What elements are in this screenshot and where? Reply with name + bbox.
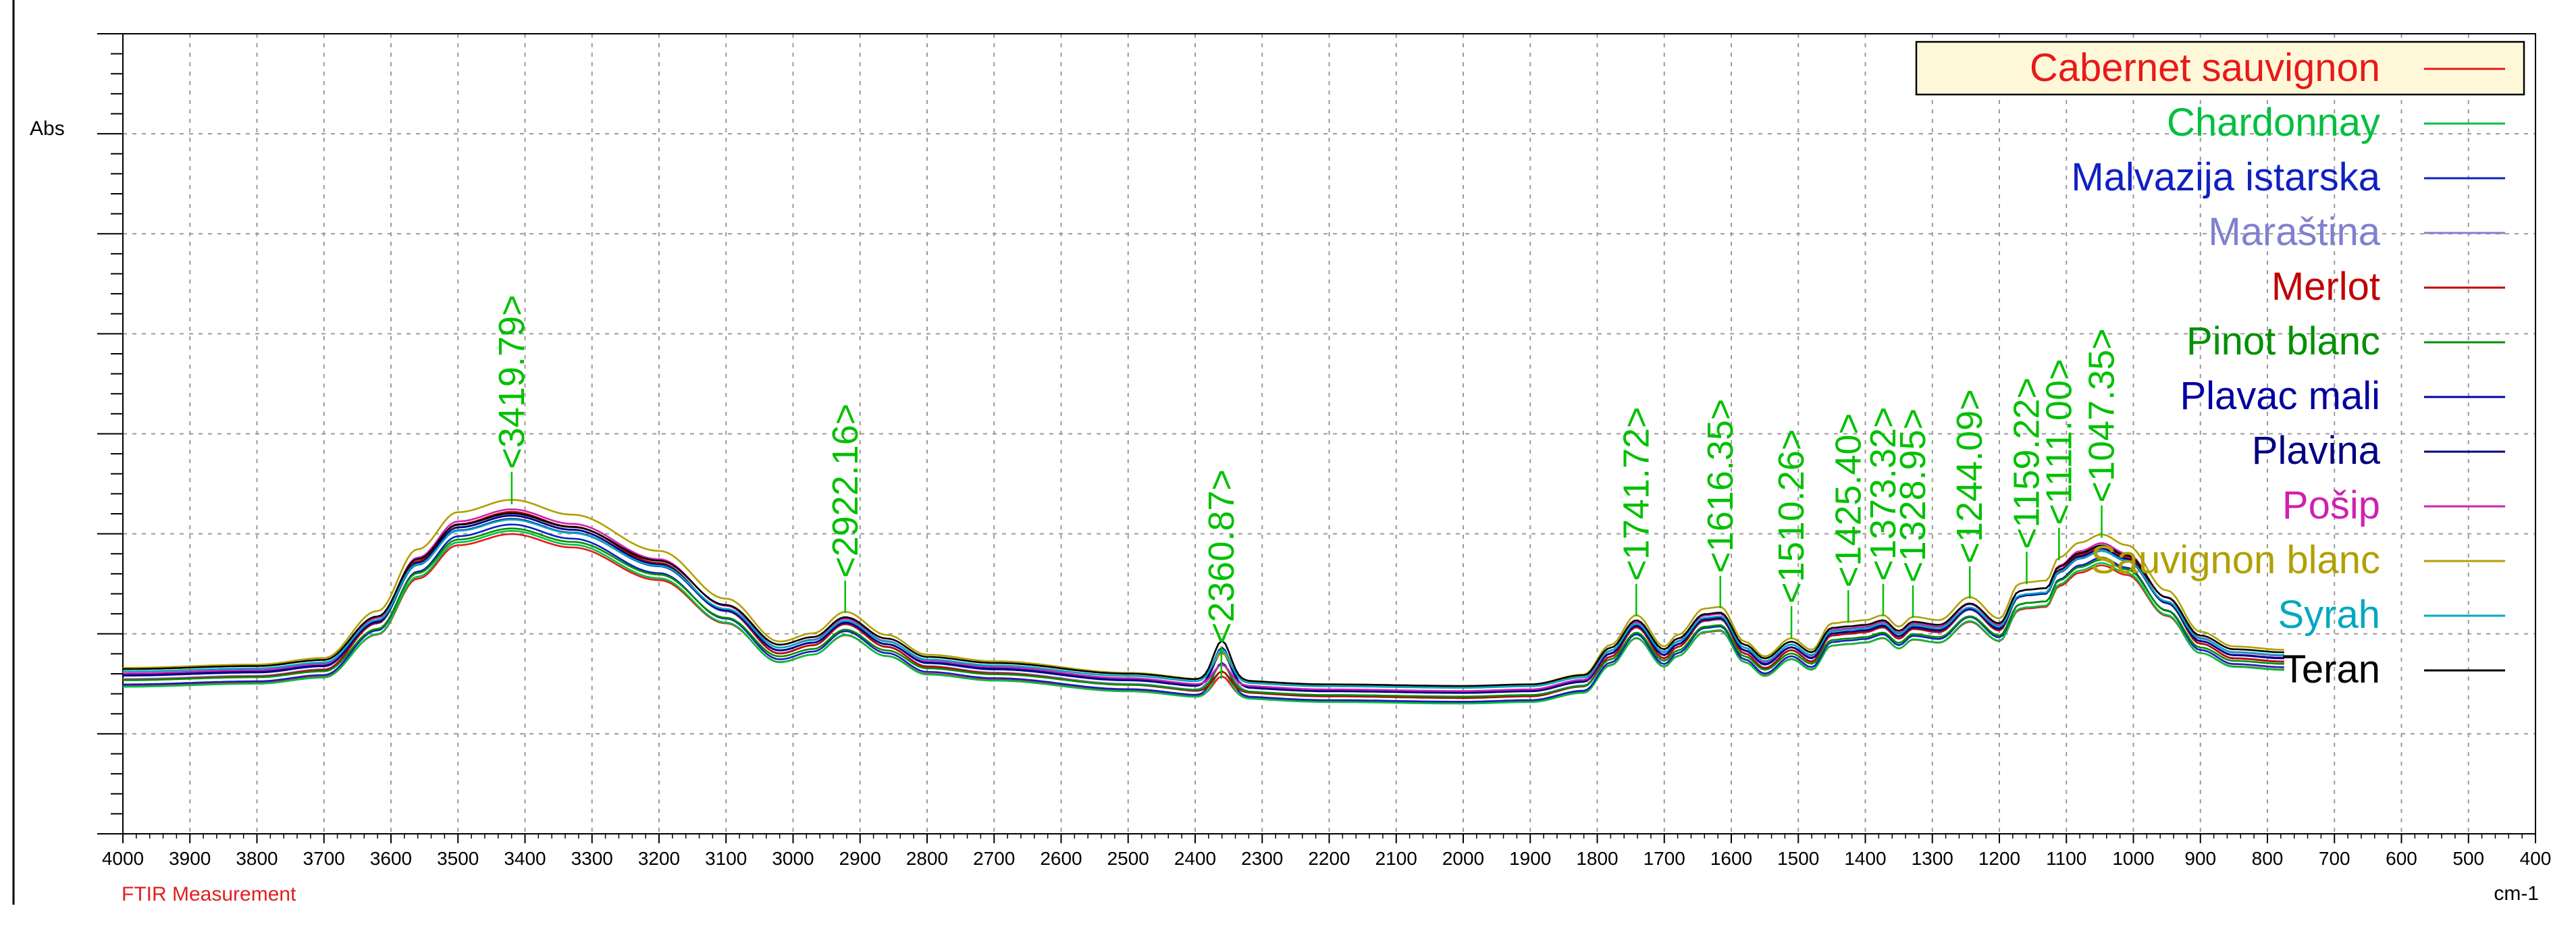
peak-label: <1159.22> bbox=[2006, 377, 2047, 549]
x-tick-label: 2700 bbox=[973, 848, 1015, 869]
series-line-11 bbox=[123, 519, 2284, 689]
grid bbox=[123, 34, 2535, 834]
legend-highlight bbox=[1915, 41, 2525, 96]
x-tick-label: 2200 bbox=[1308, 848, 1350, 869]
legend-entry-label: Cabernet sauvignon bbox=[2030, 46, 2380, 90]
x-tick-label: 600 bbox=[2386, 848, 2417, 869]
x-axis-label: cm-1 bbox=[2494, 882, 2539, 905]
x-tick-label: 800 bbox=[2252, 848, 2284, 869]
x-tick-label: 3000 bbox=[772, 848, 814, 869]
series-line-5 bbox=[123, 510, 2284, 699]
peak-label: <1741.72> bbox=[1616, 406, 1656, 581]
x-tick-label: 3600 bbox=[370, 848, 412, 869]
series-line-2 bbox=[123, 529, 2284, 705]
x-tick-label: 1700 bbox=[1644, 848, 1685, 869]
x-tick-label: 4000 bbox=[102, 848, 144, 869]
x-tick-label: 3100 bbox=[705, 848, 747, 869]
peak-label: <1244.09> bbox=[1949, 389, 1990, 563]
x-tick-label: 1400 bbox=[1844, 848, 1886, 869]
x-axis-ticks: 4000 3900 3800 3700 3600 3500 3400 3300 3200 3100… bbox=[102, 834, 2552, 869]
x-tick-label: 3700 bbox=[303, 848, 345, 869]
x-tick-label: 700 bbox=[2319, 848, 2350, 869]
x-tick-label: 2900 bbox=[839, 848, 881, 869]
footer-text: FTIR Measurement bbox=[122, 883, 296, 905]
series-line-3 bbox=[123, 523, 2284, 703]
x-tick-label: 900 bbox=[2184, 848, 2216, 869]
x-tick-label: 1100 bbox=[2046, 848, 2086, 869]
peak-label: <1510.26> bbox=[1771, 429, 1812, 604]
series-line-12 bbox=[123, 512, 2284, 687]
x-tick-label: 1600 bbox=[1710, 848, 1752, 869]
y-axis-label: Abs bbox=[30, 117, 65, 140]
x-tick-label: 1800 bbox=[1576, 848, 1618, 869]
x-tick-label: 3400 bbox=[504, 848, 546, 869]
x-tick-label: 3900 bbox=[169, 848, 211, 869]
x-tick-label: 3200 bbox=[638, 848, 680, 869]
x-tick-label: 2800 bbox=[906, 848, 948, 869]
legend: Cabernet sauvignon Chardonnay Malvazija is… bbox=[1915, 41, 2525, 691]
x-tick-label: 3500 bbox=[437, 848, 479, 869]
legend-entry-label: Pinot blanc bbox=[2186, 319, 2380, 363]
x-tick-label: 3800 bbox=[236, 848, 278, 869]
peak-label: <1616.35> bbox=[1700, 399, 1741, 573]
peak-label: <1425.40> bbox=[1828, 413, 1868, 587]
legend-entry-label: Maraština bbox=[2208, 210, 2380, 254]
x-tick-label: 2500 bbox=[1107, 848, 1149, 869]
legend-entry-label: Plavina bbox=[2252, 429, 2381, 473]
legend-entry-label: Syrah bbox=[2278, 593, 2380, 637]
x-tick-label: 2100 bbox=[1375, 848, 1417, 869]
peak-label: <1111.00> bbox=[2039, 359, 2079, 525]
plot-frame bbox=[12, 0, 2536, 905]
x-tick-label: 2400 bbox=[1174, 848, 1216, 869]
x-tick-label: 3300 bbox=[571, 848, 613, 869]
series-group bbox=[122, 498, 2284, 705]
x-tick-label: 400 bbox=[2520, 848, 2552, 869]
legend-entry-label: Chardonnay bbox=[2167, 101, 2380, 144]
peak-label: <2922.16> bbox=[825, 404, 866, 578]
legend-entry-label: Teran bbox=[2282, 647, 2380, 691]
series-line-6 bbox=[123, 527, 2284, 697]
peak-label: <1373.32> bbox=[1863, 406, 1903, 581]
peak-label: <3419.79> bbox=[492, 294, 532, 469]
legend-entry-label: Plavac mali bbox=[2180, 374, 2380, 418]
x-tick-label: 2300 bbox=[1241, 848, 1283, 869]
legend-entry-label: Malvazija istarska bbox=[2071, 155, 2380, 199]
x-tick-label: 1000 bbox=[2112, 848, 2154, 869]
x-tick-label: 1500 bbox=[1777, 848, 1819, 869]
x-tick-label: 1300 bbox=[1912, 848, 1953, 869]
peak-annotations: <3419.79> <2922.16> <2360.87> <1741.72> <161… bbox=[492, 294, 2122, 679]
x-tick-label: 2000 bbox=[1442, 848, 1484, 869]
x-tick-label: 1900 bbox=[1509, 848, 1551, 869]
series-line-9 bbox=[123, 508, 2284, 692]
legend-entry-label: Sauvignon blanc bbox=[2091, 538, 2380, 582]
x-tick-label: 1200 bbox=[1978, 848, 2020, 869]
x-tick-label: 500 bbox=[2452, 848, 2484, 869]
peak-label: <2360.87> bbox=[1201, 469, 1242, 643]
peak-label: <1328.95> bbox=[1893, 408, 1933, 583]
peak-label: <1047.35> bbox=[2082, 328, 2122, 502]
legend-entry-label: Pošip bbox=[2282, 483, 2380, 527]
x-tick-label: 2600 bbox=[1040, 848, 1082, 869]
legend-entry-label: Merlot bbox=[2271, 265, 2380, 309]
